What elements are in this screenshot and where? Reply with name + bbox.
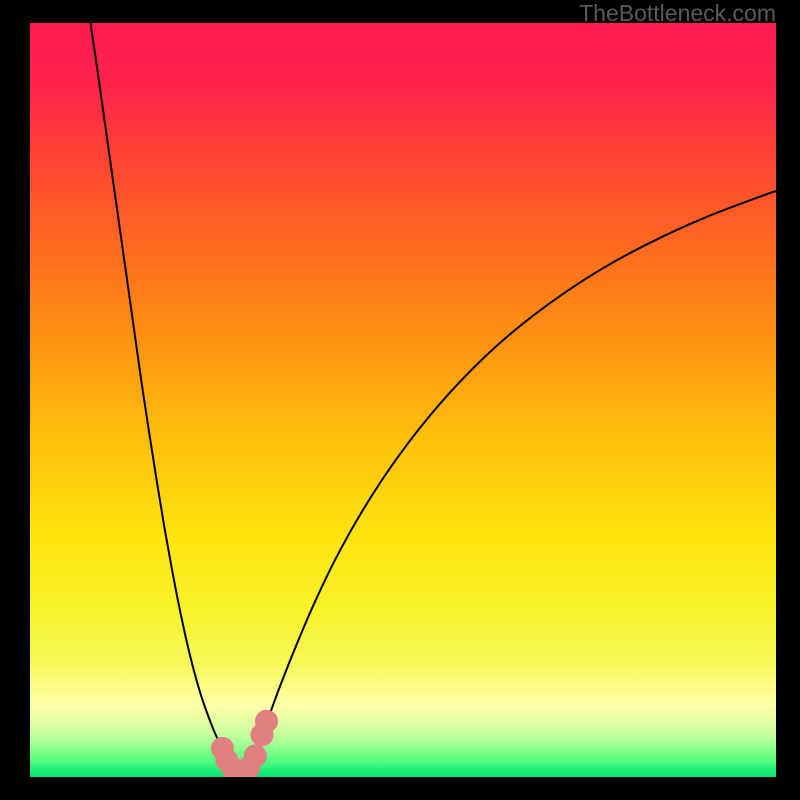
trough-marker (255, 710, 277, 732)
trough-marker (244, 745, 266, 767)
chart-stage: TheBottleneck.com (0, 0, 800, 800)
bottleneck-chart (0, 0, 800, 800)
plot-area (30, 23, 776, 777)
